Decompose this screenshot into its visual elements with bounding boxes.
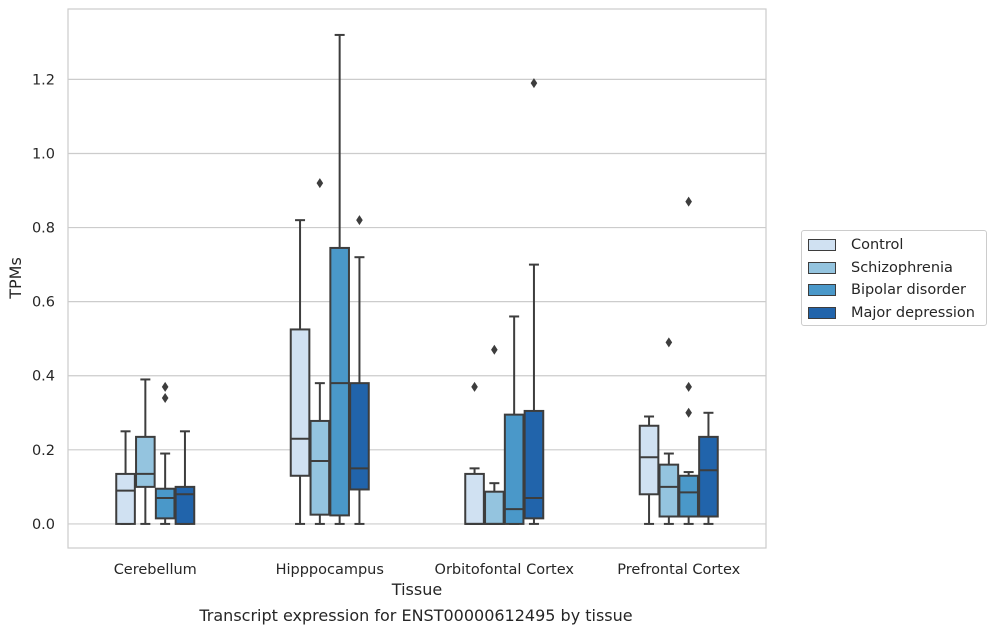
box-body [115, 472, 136, 525]
series-major-depression [174, 78, 719, 525]
box [678, 196, 699, 525]
box [349, 215, 370, 525]
outlier-point [685, 407, 692, 418]
grid-lines [68, 78, 766, 525]
series-bipolar-disorder [154, 33, 699, 525]
legend-label: Major depression [851, 304, 975, 321]
x-tick-label: Prefrontal Cortex [617, 562, 740, 578]
y-axis-ticks: 0.0 0.2 0.4 0.6 0.8 1.0 1.2 [32, 72, 55, 533]
legend-label: Bipolar disorder [851, 282, 966, 299]
legend-label: Control [851, 237, 904, 254]
outlier-point [316, 178, 324, 189]
box [638, 415, 660, 525]
box [464, 381, 485, 525]
box-body [289, 328, 311, 477]
outlier-point [491, 344, 498, 355]
box [174, 430, 196, 525]
y-axis-label: TPMs [6, 257, 25, 300]
legend-item: Bipolar disorder [808, 279, 986, 302]
outlier-point [685, 196, 692, 207]
box-body [464, 472, 485, 525]
series-schizophrenia [135, 178, 680, 525]
outlier-point [356, 215, 363, 226]
chart-caption: Transcript expression for ENST0000061249… [199, 606, 633, 625]
box-body [484, 490, 505, 525]
box-body [698, 435, 719, 518]
y-tick-label: 1.0 [32, 146, 55, 162]
plot-frame [67, 8, 767, 549]
outlier-point [665, 337, 673, 348]
y-tick-label: 0.4 [32, 369, 55, 385]
box-body [638, 424, 660, 496]
y-tick-label: 0.6 [32, 295, 55, 311]
box [658, 337, 680, 525]
legend: Control Schizophrenia Bipolar disorder Majo… [801, 230, 987, 326]
legend-item: Schizophrenia [808, 257, 986, 280]
box-body [678, 474, 699, 518]
legend-swatch [808, 306, 836, 319]
box-body [658, 463, 680, 518]
outlier-point [685, 381, 692, 392]
outlier-point [161, 392, 169, 403]
box-body [503, 413, 525, 525]
legend-item: Control [808, 234, 986, 257]
legend-label: Schizophrenia [851, 259, 953, 276]
box [329, 33, 350, 525]
box-body [523, 409, 545, 520]
legend-swatch [808, 284, 836, 297]
box-body [349, 382, 370, 491]
x-tick-label: Hipppocampus [276, 562, 384, 578]
box-series [115, 33, 719, 525]
box-body [329, 246, 350, 517]
box [135, 378, 156, 525]
box [289, 219, 311, 525]
box-body [135, 435, 156, 488]
legend-item: Major depression [808, 302, 986, 325]
outlier-point [530, 78, 538, 89]
box-body [174, 485, 196, 525]
outlier-point [471, 381, 478, 392]
legend-swatch [808, 239, 836, 252]
box [154, 381, 176, 525]
y-tick-label: 0.0 [32, 517, 55, 533]
legend-swatch [808, 261, 836, 274]
x-tick-label: Orbitofontal Cortex [435, 562, 575, 578]
y-tick-label: 0.2 [32, 443, 55, 459]
series-control [115, 219, 660, 525]
box [523, 78, 545, 525]
box [503, 315, 525, 525]
box [698, 411, 719, 525]
outlier-point [161, 381, 169, 392]
box [484, 344, 505, 525]
box [115, 430, 136, 525]
y-tick-label: 1.2 [32, 72, 55, 88]
box-body [309, 419, 331, 516]
x-axis-label: Tissue [391, 580, 442, 599]
box [309, 178, 331, 525]
x-axis-ticks: Cerebellum Hipppocampus Orbitofontal Corte… [114, 562, 741, 578]
x-tick-label: Cerebellum [114, 562, 197, 578]
y-tick-label: 0.8 [32, 221, 55, 237]
box-body [154, 487, 176, 520]
